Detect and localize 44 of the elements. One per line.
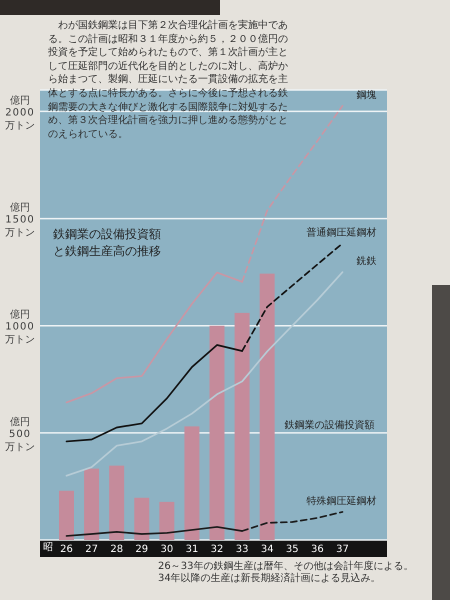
bar: [184, 426, 200, 540]
y-tick-label: 1000: [5, 322, 35, 333]
x-tick-label: 27: [85, 544, 98, 555]
text: 万トン: [5, 442, 35, 453]
text: 34年以降の生産は新長期経済計画による見込み。: [158, 573, 382, 585]
x-tick-label: 26: [60, 544, 73, 555]
series-label: 特殊鋼圧延鋼材: [306, 494, 376, 507]
series-label: 普通鋼圧延鋼材: [306, 226, 376, 238]
text: 鉄鋼業の設備投資額と鉄鋼生産高の推移: [53, 226, 161, 260]
text: わが国鉄鋼業は目下第２次合理化計画を実施中である。この計画は昭和３１年度から約５，２００億円の投資を予定して始められたもので、第１次計画が主として圧延部門の近代化を目的としたのに対し、高炉から始まつて、製鋼、圧延にいたる一貫設備の拡充を主体とする点に特長がある。さらに今後に予想される鉄鋼需要の大きな伸びと激化する国際競争に対処するため、第３次合理化計画を強力に押し進める態勢がととのえられている。: [48, 20, 288, 140]
text: 億円: [10, 95, 30, 106]
x-axis-title: 昭: [43, 542, 53, 554]
x-tick-label: 30: [160, 544, 174, 555]
text: 万トン: [5, 228, 35, 239]
x-tick-label: 37: [336, 544, 349, 555]
x-tick-label: 28: [110, 544, 124, 555]
x-tick-label: 36: [311, 544, 324, 555]
text: 億円: [10, 310, 30, 321]
line-series: [66, 271, 344, 477]
y-tick-label: 500: [8, 428, 32, 440]
x-tick-label: 35: [286, 544, 299, 555]
text: 26～33年の鉄鋼生産は暦年、その他は会計年度による。: [158, 561, 414, 572]
bar: [260, 274, 275, 540]
bar: [134, 498, 150, 540]
text: 億円: [10, 202, 30, 214]
bar: [59, 490, 74, 540]
x-tick-label: 33: [236, 544, 248, 555]
series-label: 鉄鋼業の設備投資額: [284, 419, 375, 431]
bar: [84, 468, 100, 540]
bar: [210, 326, 224, 540]
text: 万トン: [5, 334, 35, 346]
y-tick-label: 1500: [5, 214, 35, 226]
series-label: 銑鉄: [356, 255, 376, 268]
bar: [109, 466, 124, 540]
x-tick-label: 34: [260, 544, 274, 555]
y-tick-label: 2000: [5, 107, 35, 118]
series-label: 鋼塊: [356, 88, 376, 101]
bar: [159, 502, 174, 540]
x-tick-label: 32: [210, 544, 224, 555]
y-axis-title: 億円: [10, 416, 30, 428]
text: 万トン: [5, 120, 35, 132]
x-tick-label: 29: [135, 544, 148, 555]
x-tick-label: 31: [186, 544, 198, 555]
bar: [234, 312, 250, 540]
